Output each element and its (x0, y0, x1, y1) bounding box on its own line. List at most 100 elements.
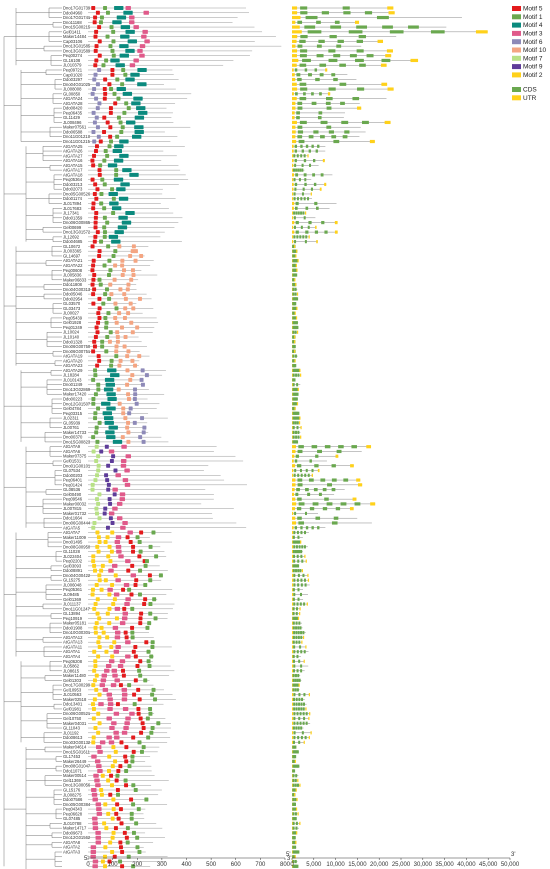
motif-box (126, 392, 131, 397)
gene-axis-tick-label: 35,000 (435, 862, 454, 868)
cds-box (296, 116, 300, 120)
cds-box (357, 87, 365, 91)
motif-box (121, 616, 128, 621)
motif-box (113, 649, 120, 654)
utr-box (292, 535, 294, 539)
motif-box (116, 96, 121, 101)
utr-box (292, 540, 294, 544)
motif-box (133, 96, 143, 101)
motif-box (113, 826, 118, 831)
gene-label: JL08615 (63, 668, 80, 673)
gene-label: GL03473 (63, 306, 81, 311)
gene-label: Maker04031 (63, 721, 87, 726)
legend-label: Motif 2 (523, 72, 543, 79)
cds-box (300, 35, 308, 39)
gene-label: Maker11480 (63, 673, 87, 678)
cds-box (303, 92, 306, 96)
cds-box (293, 545, 296, 549)
cds-box (301, 731, 304, 735)
gene-label: AtGATA19 (63, 354, 83, 359)
motif-box (91, 554, 96, 559)
motif-box (143, 563, 148, 568)
cds-box (311, 526, 314, 530)
motif-box (153, 697, 157, 702)
utr-box (292, 106, 296, 110)
motif-box (137, 850, 142, 854)
motif-box (123, 582, 130, 587)
motif-box (125, 287, 130, 292)
utr-box (349, 507, 354, 511)
cds-box (296, 721, 299, 725)
motif-box (129, 172, 139, 177)
cds-box (297, 483, 303, 487)
cds-box (299, 54, 307, 58)
cds-box (295, 435, 298, 439)
motif-box (124, 468, 130, 473)
cds-box (307, 30, 322, 34)
motif-box (96, 501, 101, 506)
motif-box (133, 654, 138, 659)
motif-box (141, 745, 146, 750)
utr-box (292, 621, 294, 625)
utr-box (295, 316, 298, 320)
utr-box (294, 793, 296, 797)
motif-box (108, 511, 115, 516)
utr-box (335, 454, 339, 458)
motif-box (93, 630, 98, 635)
utr-box (292, 201, 295, 206)
motif-box (112, 563, 118, 568)
cds-box (300, 526, 303, 530)
cds-box (293, 697, 296, 702)
motif-box (114, 606, 121, 611)
motif-box (93, 726, 98, 731)
motif-box (93, 625, 98, 630)
utr-box (292, 478, 296, 482)
gene-label: Maker07561 (63, 125, 87, 130)
cds-box (295, 640, 298, 644)
motif-box (115, 535, 122, 540)
cds-box (293, 416, 296, 420)
motif-box (105, 220, 110, 225)
cds-box (294, 330, 297, 334)
motif-box (113, 573, 118, 578)
motif-box (105, 611, 110, 616)
cds-box (294, 745, 297, 749)
utr-box (292, 435, 294, 439)
motif-box (133, 392, 138, 397)
gene-label: AtGATA13 (63, 640, 83, 645)
motif-box (130, 249, 135, 254)
motif-box (108, 659, 115, 664)
cds-box (298, 549, 301, 554)
cds-box (294, 306, 297, 311)
gene-label: Ddo01328 (63, 339, 83, 344)
cds-box (295, 368, 298, 372)
cds-box (293, 750, 296, 754)
protein-axis-tick-label: 800 (280, 862, 291, 868)
cds-box (302, 187, 305, 191)
motif-box (92, 339, 97, 344)
motif-box (110, 48, 115, 53)
motif-box (90, 845, 97, 850)
motif-box (97, 420, 102, 425)
motif-box (114, 168, 119, 173)
protein-axis-tick-label: 300 (157, 862, 168, 868)
motif-box (110, 764, 115, 769)
cds-box (340, 502, 347, 506)
motif-box (109, 644, 114, 649)
motif-box (95, 597, 100, 602)
utr-box (292, 101, 296, 105)
motif-box (107, 606, 112, 611)
motif-box (119, 53, 129, 58)
utr-box (292, 673, 294, 678)
utr-box (387, 87, 394, 91)
cds-box (297, 735, 300, 740)
motif-box (131, 544, 136, 549)
motif-box (111, 807, 116, 812)
motif-box (143, 582, 148, 587)
cds-box (328, 87, 336, 91)
motif-box (105, 478, 110, 483)
cds-box (298, 621, 301, 625)
motif-box (118, 683, 123, 688)
utr-box (334, 220, 338, 225)
motif-box (124, 101, 129, 106)
